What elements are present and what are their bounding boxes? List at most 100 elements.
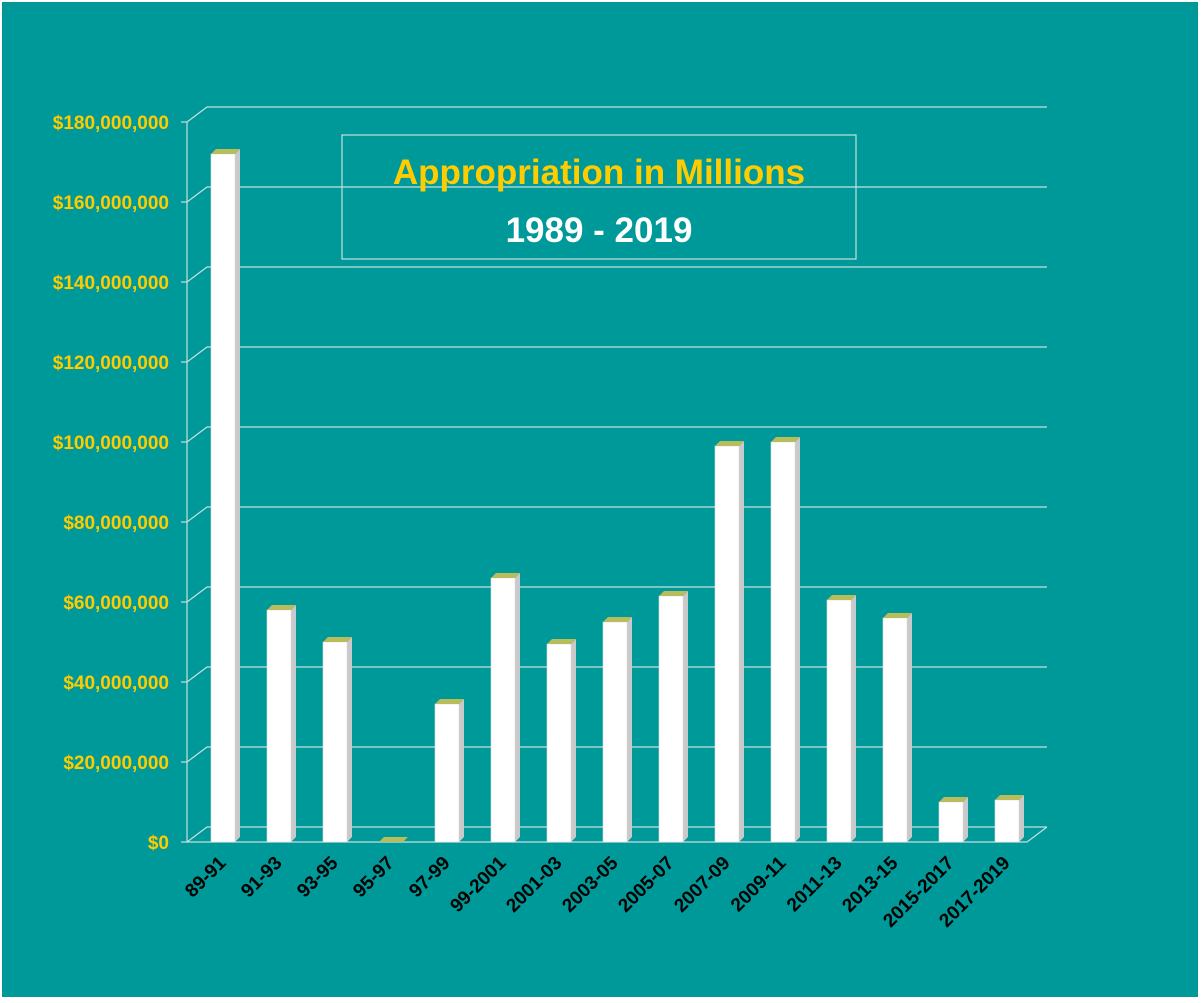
axes: [181, 121, 1048, 843]
bar-top: [267, 605, 296, 610]
x-tick-label: 2003-05: [558, 852, 622, 916]
bar-front: [266, 609, 292, 843]
gridline: [186, 186, 1047, 203]
bar-top: [491, 573, 520, 578]
bar: [826, 595, 856, 843]
bar: [602, 617, 632, 843]
y-tick-label: $180,000,000: [53, 113, 169, 134]
bar: [546, 639, 576, 843]
y-tick-label: $140,000,000: [53, 273, 169, 294]
bar-side: [459, 699, 464, 842]
bar-top: [547, 639, 576, 644]
gridline: [186, 826, 1047, 843]
bar: [322, 637, 352, 843]
gridlines: [186, 106, 1047, 843]
x-tick-label: 91-93: [237, 853, 286, 902]
gridline: [186, 346, 1047, 363]
bar-top: [435, 699, 464, 704]
bar-front: [994, 799, 1020, 843]
bar-top: [771, 437, 800, 442]
bar-top: [211, 149, 240, 154]
gridline: [186, 506, 1047, 523]
bar: [210, 149, 240, 843]
bar: [379, 837, 408, 842]
bar: [770, 437, 800, 843]
bar-side: [571, 639, 576, 842]
bar-front: [938, 801, 964, 843]
bar-side: [851, 595, 856, 842]
bar-side: [683, 591, 688, 842]
x-tick-label: 97-99: [405, 853, 454, 902]
bar-front: [714, 445, 740, 843]
x-tick-label: 95-97: [349, 853, 398, 902]
bar: [434, 699, 464, 843]
bar: [938, 797, 968, 843]
bar-top: [603, 617, 632, 622]
bar-side: [739, 441, 744, 842]
bar-front: [770, 441, 796, 843]
chart-title-box: Appropriation in Millions 1989 - 2019: [341, 134, 857, 260]
y-axis-tick-labels: $0 $20,000,000 $40,000,000 $60,000,000 $80,0…: [53, 113, 169, 854]
y-tick-label: $160,000,000: [53, 193, 169, 214]
bar: [490, 573, 520, 843]
x-tick-label: 2009-11: [727, 852, 791, 916]
bar-top: [939, 797, 968, 802]
bar-front: [322, 641, 348, 843]
x-tick-label: 99-2001: [446, 852, 510, 916]
y-tick-label: $120,000,000: [53, 353, 169, 374]
gridline: [186, 106, 1047, 123]
y-tick-label: $100,000,000: [53, 433, 169, 454]
y-tick-label: $0: [148, 833, 169, 854]
gridline: [186, 746, 1047, 763]
x-tick-label: 2001-03: [502, 853, 566, 917]
x-tick-label: 2011-13: [783, 853, 846, 916]
bar-front: [602, 621, 628, 843]
gridline: [186, 586, 1047, 603]
bar-front: [882, 617, 908, 843]
bar-top: [995, 795, 1024, 800]
y-tick-label: $80,000,000: [63, 513, 169, 534]
bars: [210, 149, 1024, 843]
bar-front: [658, 595, 684, 843]
x-tick-label: 93-95: [293, 852, 343, 902]
bar-side: [1019, 795, 1024, 842]
y-tick-label: $20,000,000: [63, 753, 169, 774]
chart-subtitle: 1989 - 2019: [506, 211, 693, 250]
title-box-border: [341, 134, 857, 260]
y-tick-label: $60,000,000: [63, 593, 169, 614]
bar: [882, 613, 912, 843]
y-tick-label: $40,000,000: [63, 673, 169, 694]
bar: [714, 441, 744, 843]
bar-side: [907, 613, 912, 842]
bar-side: [963, 797, 968, 842]
bar-front: [826, 599, 852, 843]
bar-side: [795, 437, 800, 842]
bar-front: [546, 643, 572, 843]
x-tick-label: 89-91: [181, 852, 231, 902]
bar-side: [235, 149, 240, 842]
bar-top: [827, 595, 856, 600]
bar-side: [515, 573, 520, 842]
bar-side: [291, 605, 296, 842]
bar: [658, 591, 688, 843]
bar-top: [883, 613, 912, 618]
gridline: [186, 426, 1047, 443]
x-tick-label: 2005-07: [614, 853, 678, 917]
bar-side: [347, 637, 352, 842]
bar: [266, 605, 296, 843]
bar-side: [627, 617, 632, 842]
bar-top: [323, 637, 352, 642]
chart-title: Appropriation in Millions: [393, 153, 805, 192]
x-axis-line: [187, 826, 1048, 843]
gridline: [186, 666, 1047, 683]
bar-top: [715, 441, 744, 446]
bar-front: [210, 153, 236, 843]
bar-front: [490, 577, 516, 843]
x-tick-label: 2007-09: [670, 853, 734, 917]
bar-front: [434, 703, 460, 843]
gridline: [186, 266, 1047, 283]
x-axis-tick-labels: 89-91 91-93 93-95 95-97 97-9999-20012001-032…: [181, 852, 1014, 931]
bar: [994, 795, 1024, 843]
